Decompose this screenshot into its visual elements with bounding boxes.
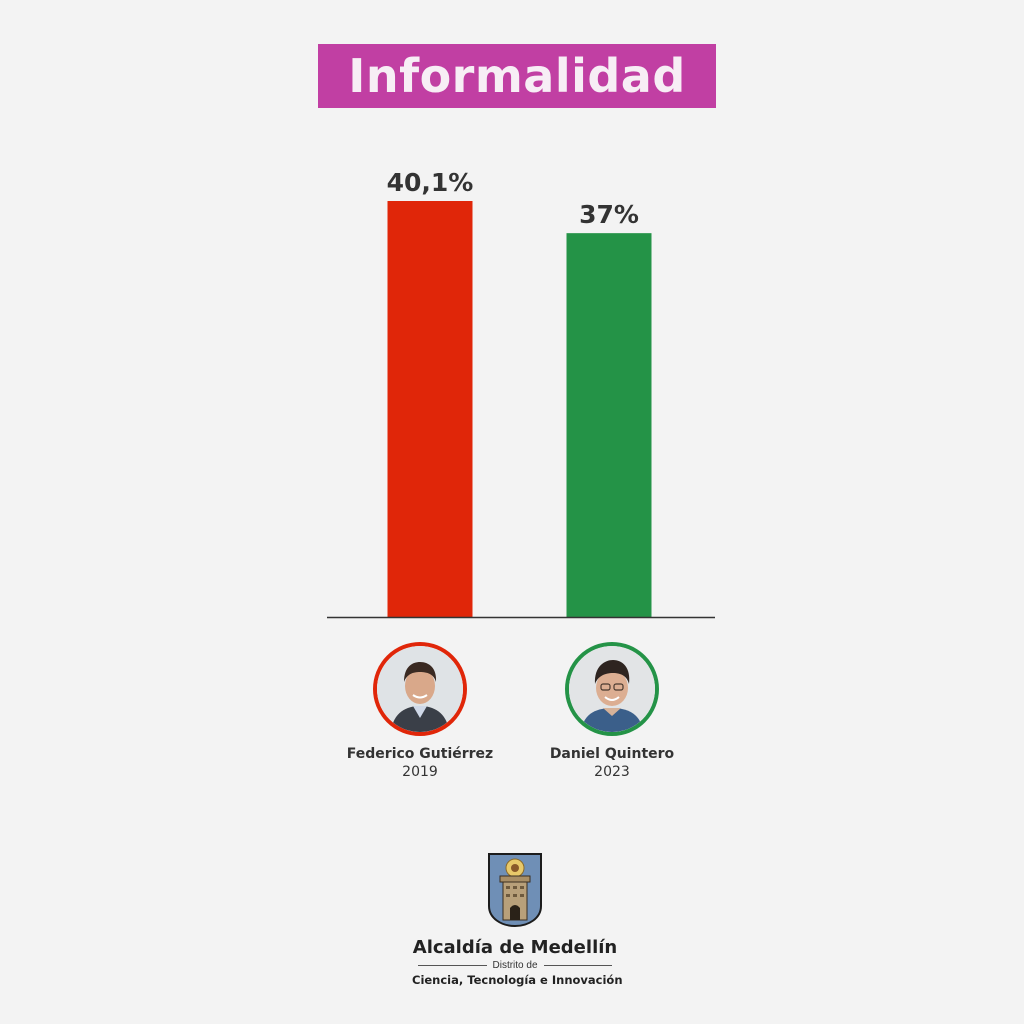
bar-value-label-1: 37% [579,200,639,229]
candidate-year: 2019 [402,764,438,780]
person-photo-icon [569,646,655,732]
person-photo-icon [377,646,463,732]
logo-name: Alcaldía de Medellín [412,937,618,958]
avatar-federico [373,642,467,736]
divider [543,965,613,966]
logo-tagline: Ciencia, Tecnología e Innovación [412,973,623,987]
candidate-daniel: Daniel Quintero 2023 [512,642,712,780]
chart-title: Informalidad [348,49,686,103]
bar-1 [566,233,652,617]
title-banner: Informalidad [318,44,716,108]
logo-subtitle: Distrito de [492,960,538,971]
candidate-federico: Federico Gutiérrez 2019 [320,642,520,780]
bar-value-label-0: 40,1% [387,168,474,197]
candidate-year: 2023 [594,764,630,780]
logo-subtitle-row: Distrito de [412,960,618,971]
alcaldia-logo: Alcaldía de Medellín Distrito de Ciencia… [412,852,623,987]
coat-of-arms-icon [488,853,542,928]
bar-chart: 40,1% 37% [327,168,715,619]
candidate-name: Daniel Quintero [549,746,675,762]
bar-0 [387,201,473,617]
candidate-name: Federico Gutiérrez [346,746,494,762]
divider [418,965,487,966]
avatar-daniel [565,642,659,736]
